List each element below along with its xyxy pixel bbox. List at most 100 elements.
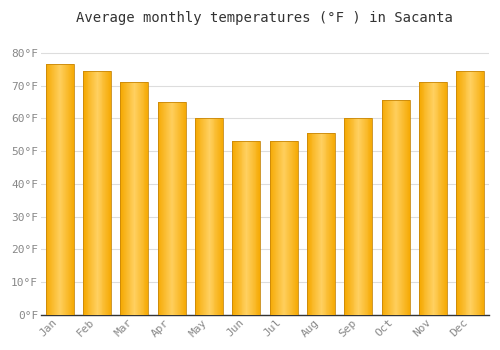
Bar [160,102,162,315]
Bar [470,71,471,315]
Bar [85,71,86,315]
Bar [106,71,107,315]
Bar [328,133,330,315]
Bar [178,102,179,315]
Bar [140,82,141,315]
Bar [195,118,223,315]
Bar [332,133,333,315]
Bar [433,82,434,315]
Bar [170,102,172,315]
Bar [172,102,174,315]
Bar [234,141,235,315]
Bar [132,82,134,315]
Bar [88,71,90,315]
Bar [69,64,70,315]
Bar [289,141,290,315]
Bar [204,118,205,315]
Bar [432,82,433,315]
Bar [46,64,48,315]
Bar [475,71,476,315]
Bar [442,82,443,315]
Bar [163,102,164,315]
Bar [387,100,388,315]
Bar [137,82,138,315]
Bar [294,141,295,315]
Bar [169,102,170,315]
Bar [50,64,51,315]
Bar [120,82,121,315]
Bar [382,100,384,315]
Bar [286,141,288,315]
Bar [176,102,177,315]
Bar [434,82,435,315]
Bar [195,118,196,315]
Bar [293,141,294,315]
Bar [144,82,146,315]
Bar [478,71,480,315]
Bar [141,82,142,315]
Bar [356,118,358,315]
Bar [291,141,292,315]
Bar [52,64,53,315]
Bar [197,118,198,315]
Bar [456,71,457,315]
Bar [457,71,458,315]
Bar [55,64,56,315]
Bar [295,141,296,315]
Bar [181,102,182,315]
Bar [363,118,364,315]
Bar [184,102,186,315]
Bar [446,82,447,315]
Bar [403,100,404,315]
Bar [107,71,108,315]
Bar [205,118,206,315]
Bar [366,118,368,315]
Bar [440,82,442,315]
Bar [242,141,244,315]
Bar [66,64,67,315]
Bar [177,102,178,315]
Bar [323,133,324,315]
Bar [72,64,74,315]
Bar [167,102,168,315]
Bar [463,71,464,315]
Bar [254,141,256,315]
Bar [164,102,165,315]
Bar [428,82,429,315]
Bar [104,71,106,315]
Bar [438,82,440,315]
Bar [422,82,424,315]
Bar [56,64,57,315]
Bar [274,141,275,315]
Bar [351,118,352,315]
Bar [477,71,478,315]
Bar [317,133,318,315]
Bar [60,64,62,315]
Bar [472,71,473,315]
Bar [331,133,332,315]
Bar [292,141,293,315]
Bar [182,102,183,315]
Bar [158,102,186,315]
Bar [166,102,167,315]
Bar [310,133,312,315]
Bar [277,141,278,315]
Bar [256,141,258,315]
Bar [326,133,328,315]
Bar [58,64,59,315]
Bar [482,71,484,315]
Bar [354,118,356,315]
Bar [134,82,135,315]
Title: Average monthly temperatures (°F ) in Sacanta: Average monthly temperatures (°F ) in Sa… [76,11,454,25]
Bar [94,71,95,315]
Bar [408,100,410,315]
Bar [468,71,469,315]
Bar [124,82,125,315]
Bar [419,82,447,315]
Bar [312,133,314,315]
Bar [146,82,148,315]
Bar [251,141,252,315]
Bar [364,118,365,315]
Bar [382,100,409,315]
Bar [400,100,401,315]
